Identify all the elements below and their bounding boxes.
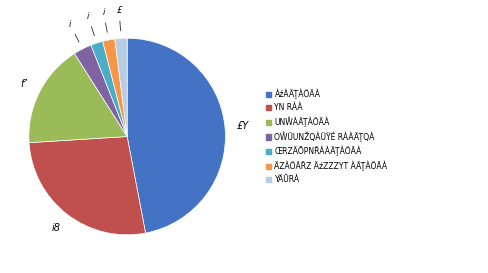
Legend: ÀźÀÄŢÀŐÄÀ, YN RÀÀ, UNŴÀÄŢÀŐÄÀ, OŴÜUNŽQÀÜŸÉ RÀÀÄŢQÀ, ŒRZÄŌPNŘÀÀÄŢÀŐÄÀ, ÄZÀŐÄŘZ Äź: ÀźÀÄŢÀŐÄÀ, YN RÀÀ, UNŴÀÄŢÀŐÄÀ, OŴÜUNŽQÀÜ… [265, 89, 387, 184]
Wedge shape [91, 41, 127, 136]
Text: i8: i8 [51, 223, 61, 233]
Wedge shape [127, 38, 225, 233]
Wedge shape [29, 136, 145, 235]
Text: i: i [87, 12, 94, 36]
Text: i: i [69, 20, 79, 42]
Text: i: i [102, 8, 107, 32]
Wedge shape [29, 54, 127, 143]
Text: £: £ [116, 7, 122, 31]
Wedge shape [102, 39, 127, 136]
Text: £Y: £Y [236, 121, 248, 130]
Wedge shape [115, 38, 127, 136]
Wedge shape [74, 45, 127, 136]
Text: f’: f’ [20, 79, 27, 89]
